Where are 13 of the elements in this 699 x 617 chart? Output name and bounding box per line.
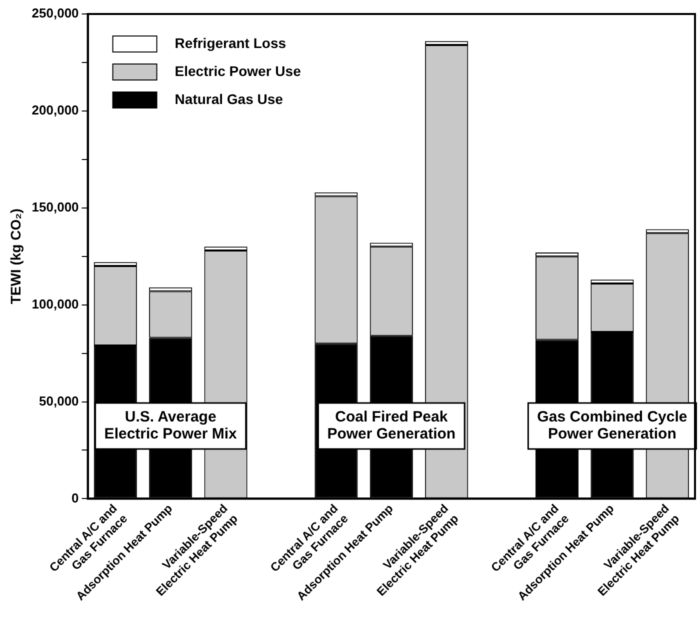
legend-label: Natural Gas Use bbox=[174, 90, 284, 107]
y-tick-label: 250,000 bbox=[32, 6, 79, 21]
annotation: Coal Fired Peak Power Generation bbox=[327, 408, 456, 443]
y-tick-label: 150,000 bbox=[32, 199, 79, 214]
y-tick-label: 0 bbox=[72, 490, 79, 506]
y-tick-label: 100,000 bbox=[32, 296, 79, 312]
y-tick-label: 200,000 bbox=[32, 102, 79, 118]
legend-label: Refrigerant Loss bbox=[174, 34, 286, 51]
y-tick-label: 50,000 bbox=[39, 393, 79, 408]
y-axis-title: TEWI (kg CO₂) bbox=[7, 208, 24, 304]
annotation: U.S. Average Electric Power Mix bbox=[104, 408, 238, 443]
annotation: Gas Combined Cycle Power Generation bbox=[537, 408, 688, 443]
legend-label: Electric Power Use bbox=[174, 62, 302, 79]
